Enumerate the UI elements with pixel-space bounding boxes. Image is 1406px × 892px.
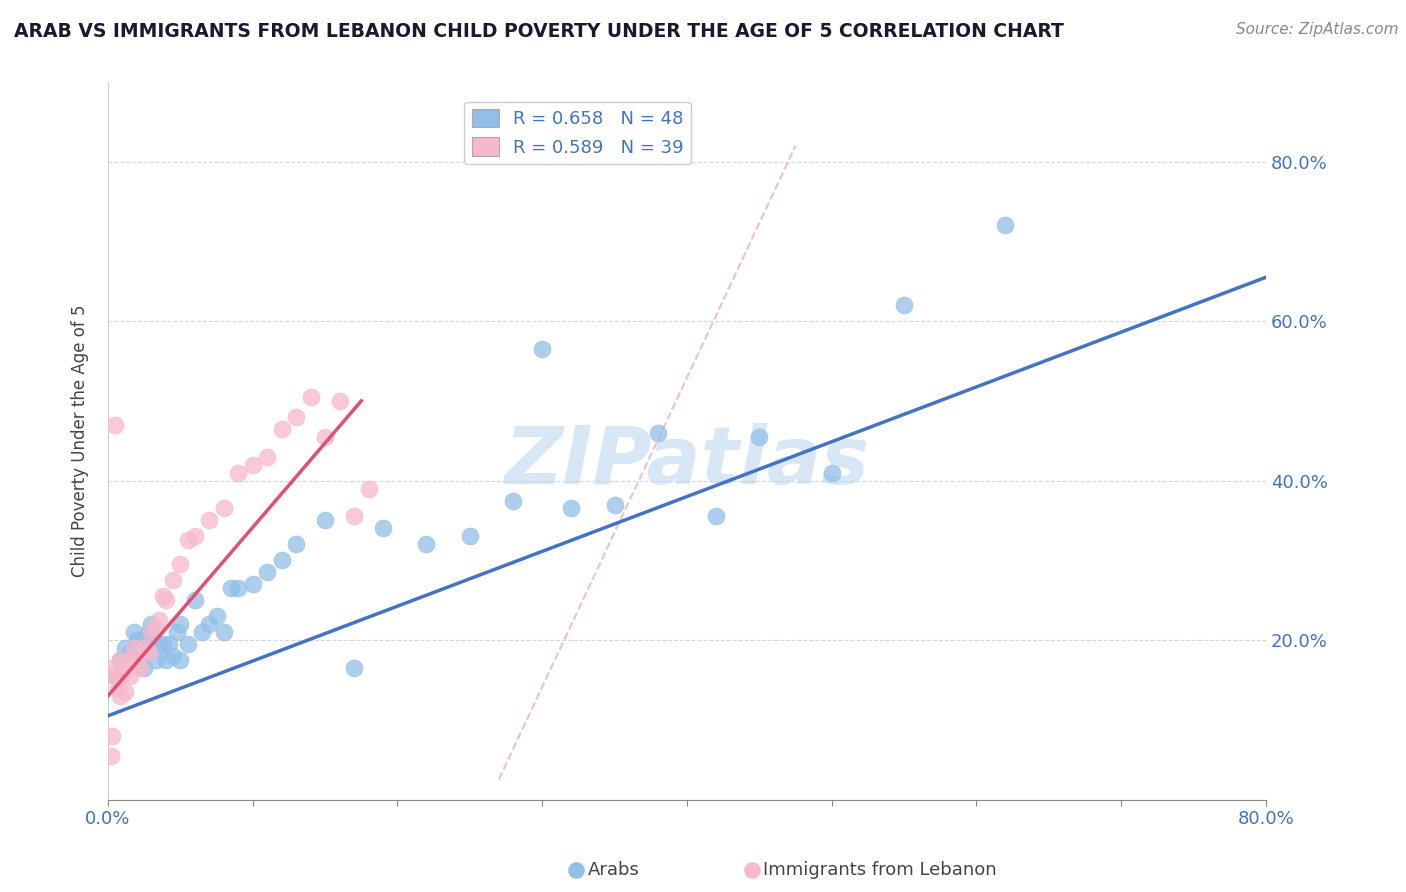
Point — [256, 450, 278, 464]
Point — [748, 430, 770, 444]
Point — [152, 637, 174, 651]
Point — [122, 625, 145, 640]
Point — [205, 609, 228, 624]
Point — [134, 633, 156, 648]
Point — [603, 498, 626, 512]
Point — [138, 645, 160, 659]
Point — [198, 513, 221, 527]
Point — [184, 593, 207, 607]
Point — [108, 653, 131, 667]
Text: Immigrants from Lebanon: Immigrants from Lebanon — [763, 861, 997, 879]
Point — [169, 558, 191, 572]
Point — [157, 637, 180, 651]
Point — [184, 529, 207, 543]
Point — [458, 529, 481, 543]
Point — [138, 625, 160, 640]
Point — [821, 466, 844, 480]
Point — [162, 574, 184, 588]
Point — [134, 640, 156, 655]
Point — [145, 653, 167, 667]
Point — [145, 621, 167, 635]
Point — [242, 458, 264, 472]
Point — [647, 425, 669, 440]
Y-axis label: Child Poverty Under the Age of 5: Child Poverty Under the Age of 5 — [72, 304, 89, 577]
Point — [219, 581, 242, 595]
Point — [191, 625, 214, 640]
Point — [285, 409, 308, 424]
Text: ARAB VS IMMIGRANTS FROM LEBANON CHILD POVERTY UNDER THE AGE OF 5 CORRELATION CHA: ARAB VS IMMIGRANTS FROM LEBANON CHILD PO… — [14, 22, 1064, 41]
Point — [111, 669, 134, 683]
Text: Arabs: Arabs — [588, 861, 640, 879]
Point — [115, 657, 138, 671]
Point — [176, 637, 198, 651]
Point — [122, 640, 145, 655]
Point — [100, 748, 122, 763]
Point — [329, 393, 352, 408]
Point — [104, 669, 127, 683]
Point — [128, 653, 150, 667]
Point — [314, 430, 336, 444]
Point — [108, 689, 131, 703]
Point — [141, 617, 163, 632]
Point — [114, 685, 136, 699]
Point — [704, 509, 727, 524]
Point — [152, 589, 174, 603]
Point — [134, 661, 156, 675]
Point — [169, 617, 191, 632]
Point — [104, 417, 127, 432]
Point — [118, 653, 141, 667]
Point — [108, 653, 131, 667]
Point — [125, 657, 148, 671]
Point — [285, 537, 308, 551]
Point — [198, 617, 221, 632]
Point — [155, 653, 177, 667]
Point — [148, 613, 170, 627]
Point — [343, 509, 366, 524]
Point — [314, 513, 336, 527]
Text: ZIPatlas: ZIPatlas — [505, 423, 869, 501]
Point — [212, 501, 235, 516]
Point — [118, 669, 141, 683]
Point — [371, 521, 394, 535]
Point — [415, 537, 437, 551]
Point — [118, 645, 141, 659]
Point — [141, 625, 163, 640]
Point — [502, 493, 524, 508]
Point — [141, 629, 163, 643]
Point — [226, 581, 249, 595]
Point — [101, 661, 124, 675]
Point — [128, 661, 150, 675]
Point — [270, 422, 292, 436]
Point — [169, 653, 191, 667]
Point — [270, 553, 292, 567]
Point — [299, 390, 322, 404]
Point — [114, 640, 136, 655]
Point — [107, 681, 129, 695]
Point — [357, 482, 380, 496]
Point — [242, 577, 264, 591]
Point — [162, 648, 184, 663]
Point — [690, 772, 713, 787]
Point — [148, 637, 170, 651]
Point — [256, 566, 278, 580]
Point — [212, 625, 235, 640]
Legend: R = 0.658   N = 48, R = 0.589   N = 39: R = 0.658 N = 48, R = 0.589 N = 39 — [464, 102, 690, 164]
Point — [531, 342, 554, 356]
Point — [893, 298, 915, 312]
Point — [101, 729, 124, 743]
Point — [560, 501, 582, 516]
Point — [226, 466, 249, 480]
Point — [994, 219, 1017, 233]
Point — [872, 772, 894, 787]
Point — [166, 625, 188, 640]
Point — [125, 633, 148, 648]
Point — [176, 533, 198, 548]
Text: Source: ZipAtlas.com: Source: ZipAtlas.com — [1236, 22, 1399, 37]
Point — [155, 593, 177, 607]
Point — [104, 669, 127, 683]
Point — [343, 661, 366, 675]
